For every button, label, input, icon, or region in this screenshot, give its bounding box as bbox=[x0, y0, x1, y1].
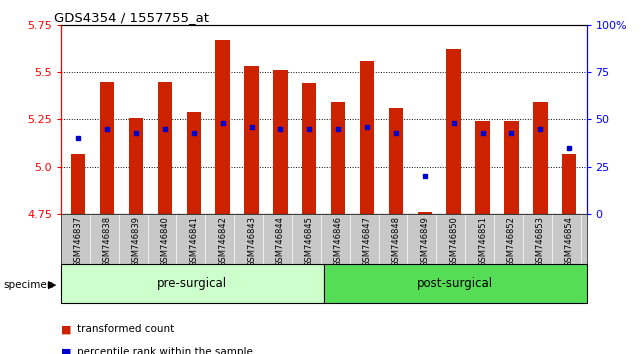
Text: GSM746847: GSM746847 bbox=[363, 216, 372, 267]
Bar bbox=[476, 121, 490, 214]
Text: ▶: ▶ bbox=[48, 280, 56, 290]
Text: post-surgical: post-surgical bbox=[417, 277, 493, 290]
Text: specimen: specimen bbox=[3, 280, 54, 290]
Text: GSM746839: GSM746839 bbox=[131, 216, 140, 267]
Bar bbox=[504, 121, 519, 214]
Bar bbox=[100, 81, 114, 214]
Bar bbox=[324, 264, 587, 303]
Text: GSM746849: GSM746849 bbox=[420, 216, 429, 267]
Bar bbox=[61, 264, 324, 303]
Text: ■: ■ bbox=[61, 347, 71, 354]
Text: pre-surgical: pre-surgical bbox=[157, 277, 228, 290]
Text: GSM746837: GSM746837 bbox=[74, 216, 83, 267]
Text: GSM746844: GSM746844 bbox=[276, 216, 285, 267]
Text: GSM746838: GSM746838 bbox=[103, 216, 112, 267]
Bar bbox=[215, 40, 230, 214]
Text: GSM746845: GSM746845 bbox=[304, 216, 313, 267]
Text: GSM746851: GSM746851 bbox=[478, 216, 487, 267]
Text: ■: ■ bbox=[61, 324, 71, 334]
Text: GSM746850: GSM746850 bbox=[449, 216, 458, 267]
Bar bbox=[244, 67, 259, 214]
Bar bbox=[417, 212, 432, 214]
Text: percentile rank within the sample: percentile rank within the sample bbox=[77, 347, 253, 354]
Bar bbox=[129, 118, 143, 214]
Text: GSM746841: GSM746841 bbox=[189, 216, 198, 267]
Bar bbox=[533, 102, 547, 214]
Text: GSM746853: GSM746853 bbox=[536, 216, 545, 267]
Bar bbox=[187, 112, 201, 214]
Text: GSM746852: GSM746852 bbox=[507, 216, 516, 267]
Bar bbox=[388, 108, 403, 214]
Bar bbox=[360, 61, 374, 214]
Text: GSM746854: GSM746854 bbox=[565, 216, 574, 267]
Text: transformed count: transformed count bbox=[77, 324, 174, 334]
Bar bbox=[158, 81, 172, 214]
Bar bbox=[446, 50, 461, 214]
Bar bbox=[71, 154, 85, 214]
Bar bbox=[331, 102, 345, 214]
Text: GSM746840: GSM746840 bbox=[160, 216, 169, 267]
Bar bbox=[562, 154, 576, 214]
Text: GSM746842: GSM746842 bbox=[218, 216, 227, 267]
Text: GDS4354 / 1557755_at: GDS4354 / 1557755_at bbox=[54, 11, 210, 24]
Bar bbox=[273, 70, 288, 214]
Text: GSM746846: GSM746846 bbox=[334, 216, 343, 267]
Text: GSM746848: GSM746848 bbox=[392, 216, 401, 267]
Bar bbox=[302, 84, 317, 214]
Text: GSM746843: GSM746843 bbox=[247, 216, 256, 267]
